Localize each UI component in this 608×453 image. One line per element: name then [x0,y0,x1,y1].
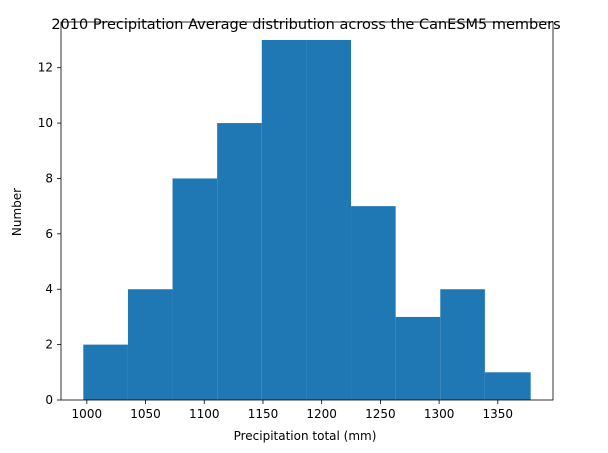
histogram-bar [172,178,218,400]
y-tick-label: 0 [45,393,53,407]
y-tick-label: 4 [45,282,53,296]
histogram-bar [351,206,396,400]
histogram-bar [440,289,485,400]
bars-group [83,40,531,401]
x-tick-label: 1000 [72,407,103,421]
x-tick-label: 1050 [130,407,161,421]
y-axis-label: Number [10,188,24,236]
x-axis-label: Precipitation total (mm) [234,429,377,443]
x-tick-label: 1300 [424,407,455,421]
y-tick-label: 8 [45,171,53,185]
histogram-bar [261,40,307,400]
histogram-bar [217,123,262,401]
histogram-bar [83,344,128,400]
plot-frame [60,21,554,401]
chart-title: 2010 Precipitation Average distribution … [51,17,560,33]
y-axis-ticks: 0 2 4 6 8 10 12 [38,61,61,407]
histogram-bar [127,289,173,400]
x-tick-label: 1100 [189,407,220,421]
x-tick-label: 1150 [248,407,279,421]
x-tick-label: 1200 [306,407,337,421]
x-axis-ticks: 1000 1050 1100 1150 1200 1250 1300 1350 [72,400,514,421]
y-tick-label: 2 [45,338,53,352]
y-tick-label: 10 [38,116,53,130]
y-tick-label: 12 [38,61,53,75]
x-tick-label: 1250 [365,407,396,421]
histogram-bar [306,40,352,400]
y-tick-label: 6 [45,227,53,241]
histogram-bar [395,316,441,400]
histogram-bar [484,372,531,400]
x-tick-label: 1350 [483,407,514,421]
